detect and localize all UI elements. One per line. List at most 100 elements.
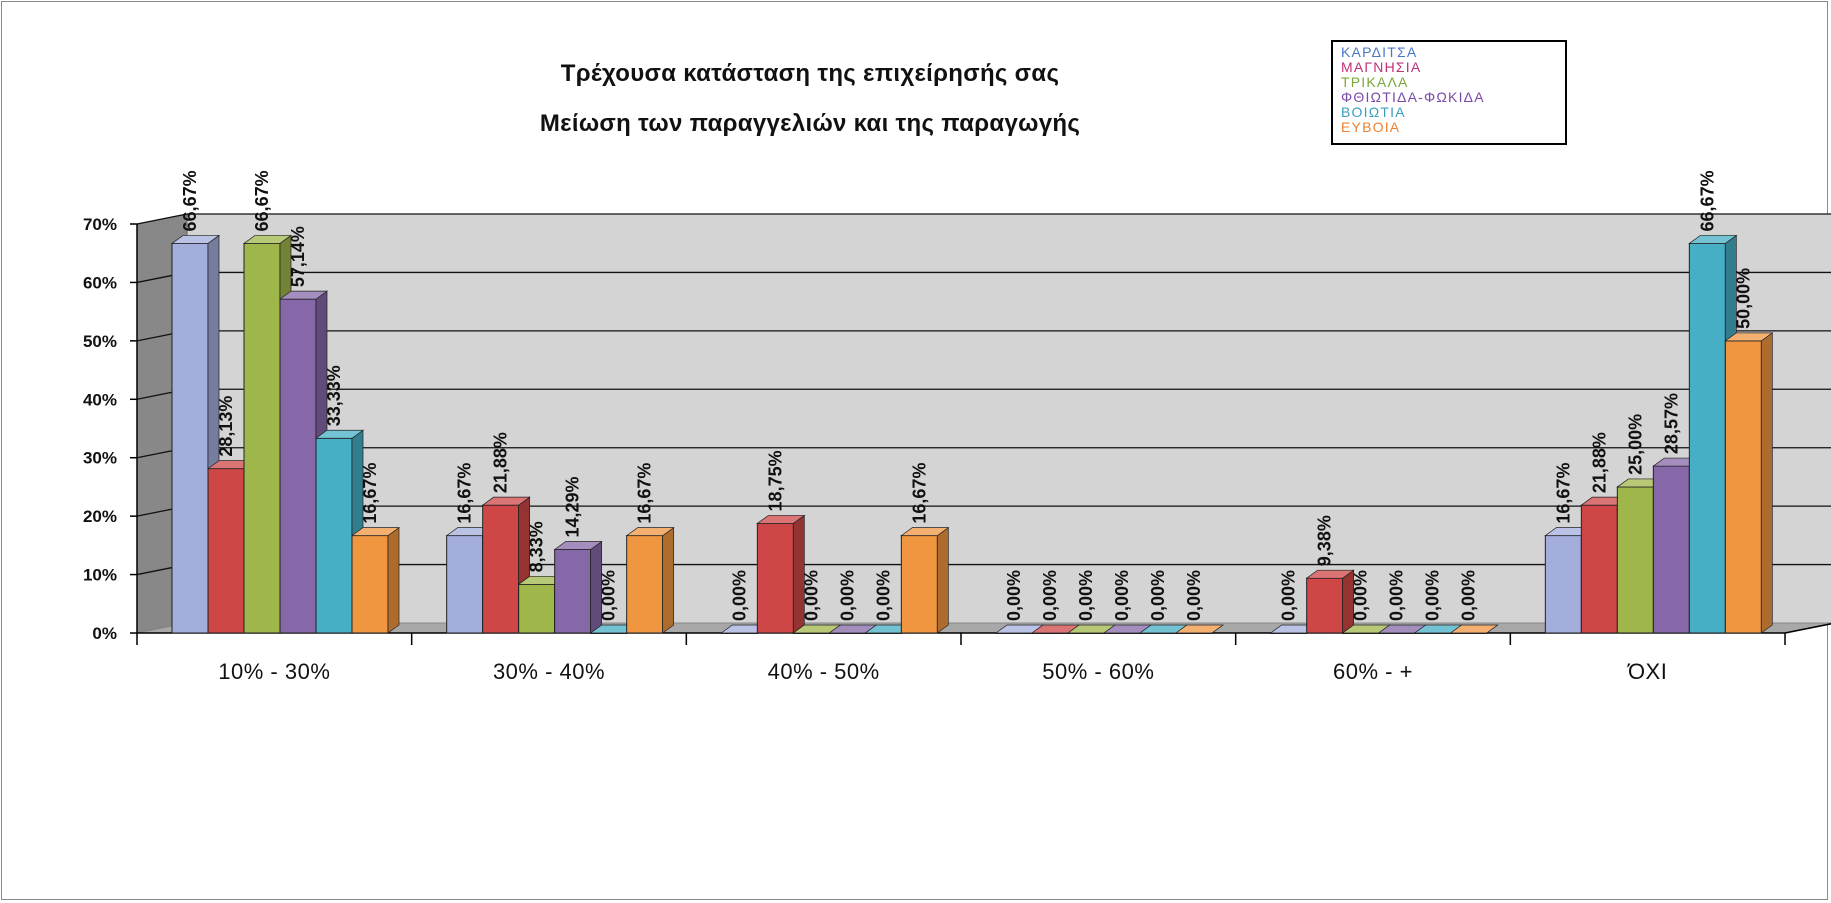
bar [1688, 242, 1726, 634]
data-label: 0,00% [1423, 570, 1443, 621]
data-label: 18,75% [765, 450, 785, 511]
bar [351, 535, 389, 634]
bar [1580, 504, 1618, 634]
bar-side [936, 526, 949, 634]
data-label: 0,00% [1279, 570, 1299, 621]
bar [207, 468, 245, 634]
data-label: 25,00% [1625, 414, 1645, 475]
data-label: 0,00% [1112, 570, 1132, 621]
gridline-side [136, 213, 188, 225]
data-label: 0,00% [1040, 570, 1060, 621]
bar [554, 549, 592, 634]
data-label: 16,67% [909, 463, 929, 524]
data-label: 0,00% [837, 570, 857, 621]
bar-top [900, 527, 950, 536]
data-label: 57,14% [288, 226, 308, 287]
bar-top [278, 290, 329, 300]
y-tick-label: 10% [83, 566, 117, 585]
bar-top [553, 541, 603, 550]
bar-top [314, 429, 365, 439]
bar [482, 504, 520, 634]
legend-item-fthiotida: ΦΘΙΩΤΙΔΑ-ΦΩΚΙΔΑ [1341, 89, 1485, 105]
x-category-label: 40% - 50% [768, 659, 880, 684]
bar [756, 522, 794, 634]
data-label: 66,67% [180, 170, 200, 231]
x-category-label: 50% - 60% [1042, 659, 1154, 684]
data-label: 21,88% [1589, 432, 1609, 493]
bar-top [1449, 624, 1499, 634]
legend: ΚΑΡΔΙΤΣΑ ΜΑΓΝΗΣΙΑ ΤΡΙΚΑΛΑ ΦΘΙΩΤΙΔΑ-ΦΩΚΙΔ… [1331, 40, 1567, 145]
data-label: 0,00% [1148, 570, 1168, 621]
data-label: 0,00% [729, 570, 749, 621]
bar-top [170, 235, 221, 244]
y-tick-label: 20% [83, 507, 117, 526]
bar-top [481, 496, 531, 506]
data-label: 21,88% [491, 432, 511, 493]
bar-top [625, 527, 675, 536]
x-axis-depth [1784, 623, 1831, 634]
data-label: 16,67% [635, 463, 655, 524]
chart-subtitle: Μείωση των παραγγελιών και της παραγωγής [539, 110, 1081, 137]
bar [243, 242, 281, 634]
data-label: 9,38% [1315, 515, 1335, 566]
bar-top [756, 515, 806, 524]
bar [446, 535, 484, 634]
y-tick-label: 0% [92, 624, 117, 643]
legend-item-evia: ΕΥΒΟΙΑ [1341, 119, 1401, 135]
data-label: 66,67% [1697, 170, 1717, 231]
y-tick-label: 40% [83, 390, 117, 409]
data-label: 0,00% [801, 570, 821, 621]
chart-title: Τρέχουσα κατάσταση της επιχείρησής σας [560, 60, 1060, 87]
bar [315, 437, 353, 634]
y-tick-label: 60% [83, 273, 117, 292]
data-label: 0,00% [1459, 570, 1479, 621]
bar [1652, 465, 1690, 634]
legend-item-voiotia: ΒΟΙΩΤΙΑ [1341, 104, 1406, 120]
data-label: 0,00% [1004, 570, 1024, 621]
data-label: 0,00% [1351, 570, 1371, 621]
data-label: 0,00% [1076, 570, 1096, 621]
bar-top [1724, 332, 1774, 342]
bar [626, 535, 664, 634]
bar [1544, 535, 1582, 634]
bar-side [387, 526, 400, 634]
bar-top [1688, 235, 1738, 244]
data-label: 50,00% [1733, 268, 1753, 329]
data-label: 14,29% [563, 476, 583, 537]
data-label: 0,00% [1184, 570, 1204, 621]
bar-side [1760, 332, 1773, 634]
y-tick-label: 50% [83, 332, 117, 351]
bar-top [1305, 569, 1355, 579]
y-tick-label: 30% [83, 449, 117, 468]
bar [1724, 340, 1762, 634]
bar [279, 298, 317, 634]
data-label: 0,00% [599, 570, 619, 621]
bar-side [662, 526, 675, 634]
bar [171, 242, 209, 634]
y-tick-label: 70% [83, 215, 117, 234]
legend-item-karditsa: ΚΑΡΔΙΤΣΑ [1341, 44, 1418, 60]
bar [1306, 577, 1344, 634]
data-label: 8,33% [527, 521, 547, 572]
data-label: 33,33% [324, 365, 344, 426]
bar [1616, 486, 1654, 634]
data-label: 16,67% [360, 463, 380, 524]
bar-top [242, 235, 293, 244]
data-label: 66,67% [252, 170, 272, 231]
bar [900, 535, 938, 634]
data-label: 0,00% [1387, 570, 1407, 621]
bar [518, 583, 556, 634]
legend-item-magnisia: ΜΑΓΝΗΣΙΑ [1341, 59, 1422, 75]
data-label: 28,57% [1661, 393, 1681, 454]
x-category-label: 60% - + [1333, 659, 1413, 684]
x-category-label: 10% - 30% [218, 659, 330, 684]
x-category-label: ΌΧΙ [1627, 659, 1667, 684]
bar-top [1174, 624, 1225, 634]
legend-item-trikala: ΤΡΙΚΑΛΑ [1341, 74, 1409, 90]
data-label: 16,67% [455, 463, 475, 524]
bar-top [350, 527, 401, 536]
x-category-label: 30% - 40% [493, 659, 605, 684]
data-label: 28,13% [216, 396, 236, 457]
data-label: 16,67% [1553, 463, 1573, 524]
